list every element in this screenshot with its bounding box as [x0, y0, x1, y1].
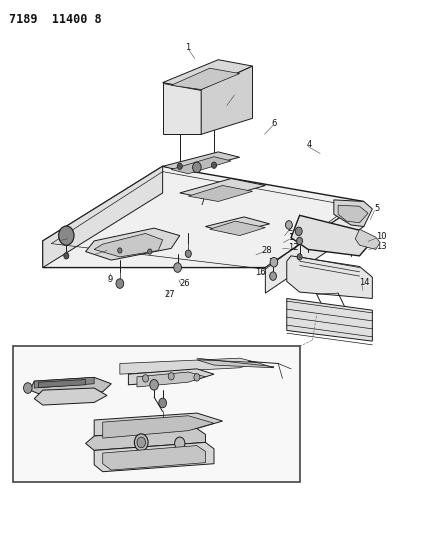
Text: 28: 28 [261, 246, 272, 255]
Circle shape [295, 227, 302, 236]
Text: 26: 26 [180, 279, 190, 288]
Text: 4: 4 [306, 141, 312, 149]
Circle shape [297, 237, 303, 245]
Polygon shape [287, 298, 372, 341]
Polygon shape [94, 413, 223, 436]
Circle shape [194, 374, 200, 381]
Circle shape [24, 383, 32, 393]
Text: 18: 18 [188, 420, 199, 429]
Polygon shape [30, 377, 111, 395]
Polygon shape [94, 442, 214, 472]
Text: 16: 16 [255, 269, 266, 277]
Text: 21: 21 [203, 409, 214, 418]
Circle shape [211, 162, 217, 168]
Polygon shape [86, 228, 180, 260]
Polygon shape [355, 229, 380, 249]
Circle shape [118, 248, 122, 253]
Text: 20: 20 [247, 381, 257, 389]
Circle shape [59, 226, 74, 245]
Text: 5: 5 [374, 205, 380, 213]
Polygon shape [43, 166, 364, 268]
Text: 14: 14 [360, 278, 370, 287]
Polygon shape [171, 68, 240, 90]
Circle shape [297, 254, 302, 260]
Polygon shape [86, 429, 205, 450]
Circle shape [177, 163, 182, 169]
Text: 19: 19 [170, 466, 181, 474]
Polygon shape [171, 157, 231, 174]
Polygon shape [163, 152, 240, 172]
Text: 6: 6 [271, 119, 276, 128]
Circle shape [116, 279, 124, 288]
Polygon shape [163, 60, 253, 90]
Polygon shape [291, 215, 372, 256]
Polygon shape [180, 179, 265, 200]
Circle shape [64, 253, 69, 259]
Text: 19: 19 [218, 365, 229, 373]
Polygon shape [103, 416, 214, 438]
Circle shape [270, 272, 276, 280]
Text: 1: 1 [185, 44, 190, 52]
Text: 11: 11 [288, 233, 298, 242]
Circle shape [270, 257, 278, 267]
Circle shape [185, 250, 191, 257]
Circle shape [168, 373, 174, 380]
Circle shape [143, 375, 149, 382]
Text: 25: 25 [233, 89, 244, 98]
Circle shape [148, 249, 152, 254]
Text: 7: 7 [199, 198, 205, 207]
Text: 8: 8 [93, 248, 99, 257]
Polygon shape [94, 233, 163, 257]
Polygon shape [265, 201, 364, 293]
Polygon shape [39, 379, 86, 387]
Text: 13: 13 [376, 242, 386, 251]
Polygon shape [287, 256, 372, 298]
Circle shape [175, 437, 185, 450]
Polygon shape [210, 221, 265, 236]
Circle shape [159, 398, 166, 408]
Polygon shape [128, 369, 214, 385]
Polygon shape [163, 83, 201, 134]
Circle shape [150, 379, 158, 390]
Text: 15: 15 [268, 258, 279, 266]
Polygon shape [205, 217, 270, 233]
Polygon shape [103, 446, 205, 470]
Circle shape [137, 437, 146, 448]
Text: 22: 22 [86, 386, 96, 394]
Text: 27: 27 [165, 290, 175, 298]
Polygon shape [34, 388, 107, 405]
Circle shape [134, 434, 148, 451]
Polygon shape [120, 358, 257, 374]
Text: 2: 2 [288, 224, 293, 232]
Polygon shape [201, 66, 253, 134]
Bar [13, 346, 300, 482]
Text: 3: 3 [59, 235, 65, 243]
Text: 9: 9 [107, 275, 112, 284]
Polygon shape [137, 372, 205, 387]
Polygon shape [334, 200, 372, 227]
Text: 24: 24 [24, 448, 34, 456]
Polygon shape [338, 205, 368, 223]
Text: 10: 10 [376, 232, 386, 241]
Text: 17: 17 [175, 430, 186, 439]
Polygon shape [43, 166, 163, 268]
Circle shape [285, 221, 292, 229]
Polygon shape [34, 377, 94, 388]
Text: 7189  11400 8: 7189 11400 8 [9, 13, 101, 26]
Circle shape [193, 162, 201, 173]
Text: 19: 19 [201, 401, 212, 409]
Polygon shape [188, 185, 253, 201]
Circle shape [174, 263, 181, 272]
Text: 12: 12 [288, 243, 298, 252]
Polygon shape [197, 360, 274, 368]
Text: 23: 23 [75, 450, 86, 458]
